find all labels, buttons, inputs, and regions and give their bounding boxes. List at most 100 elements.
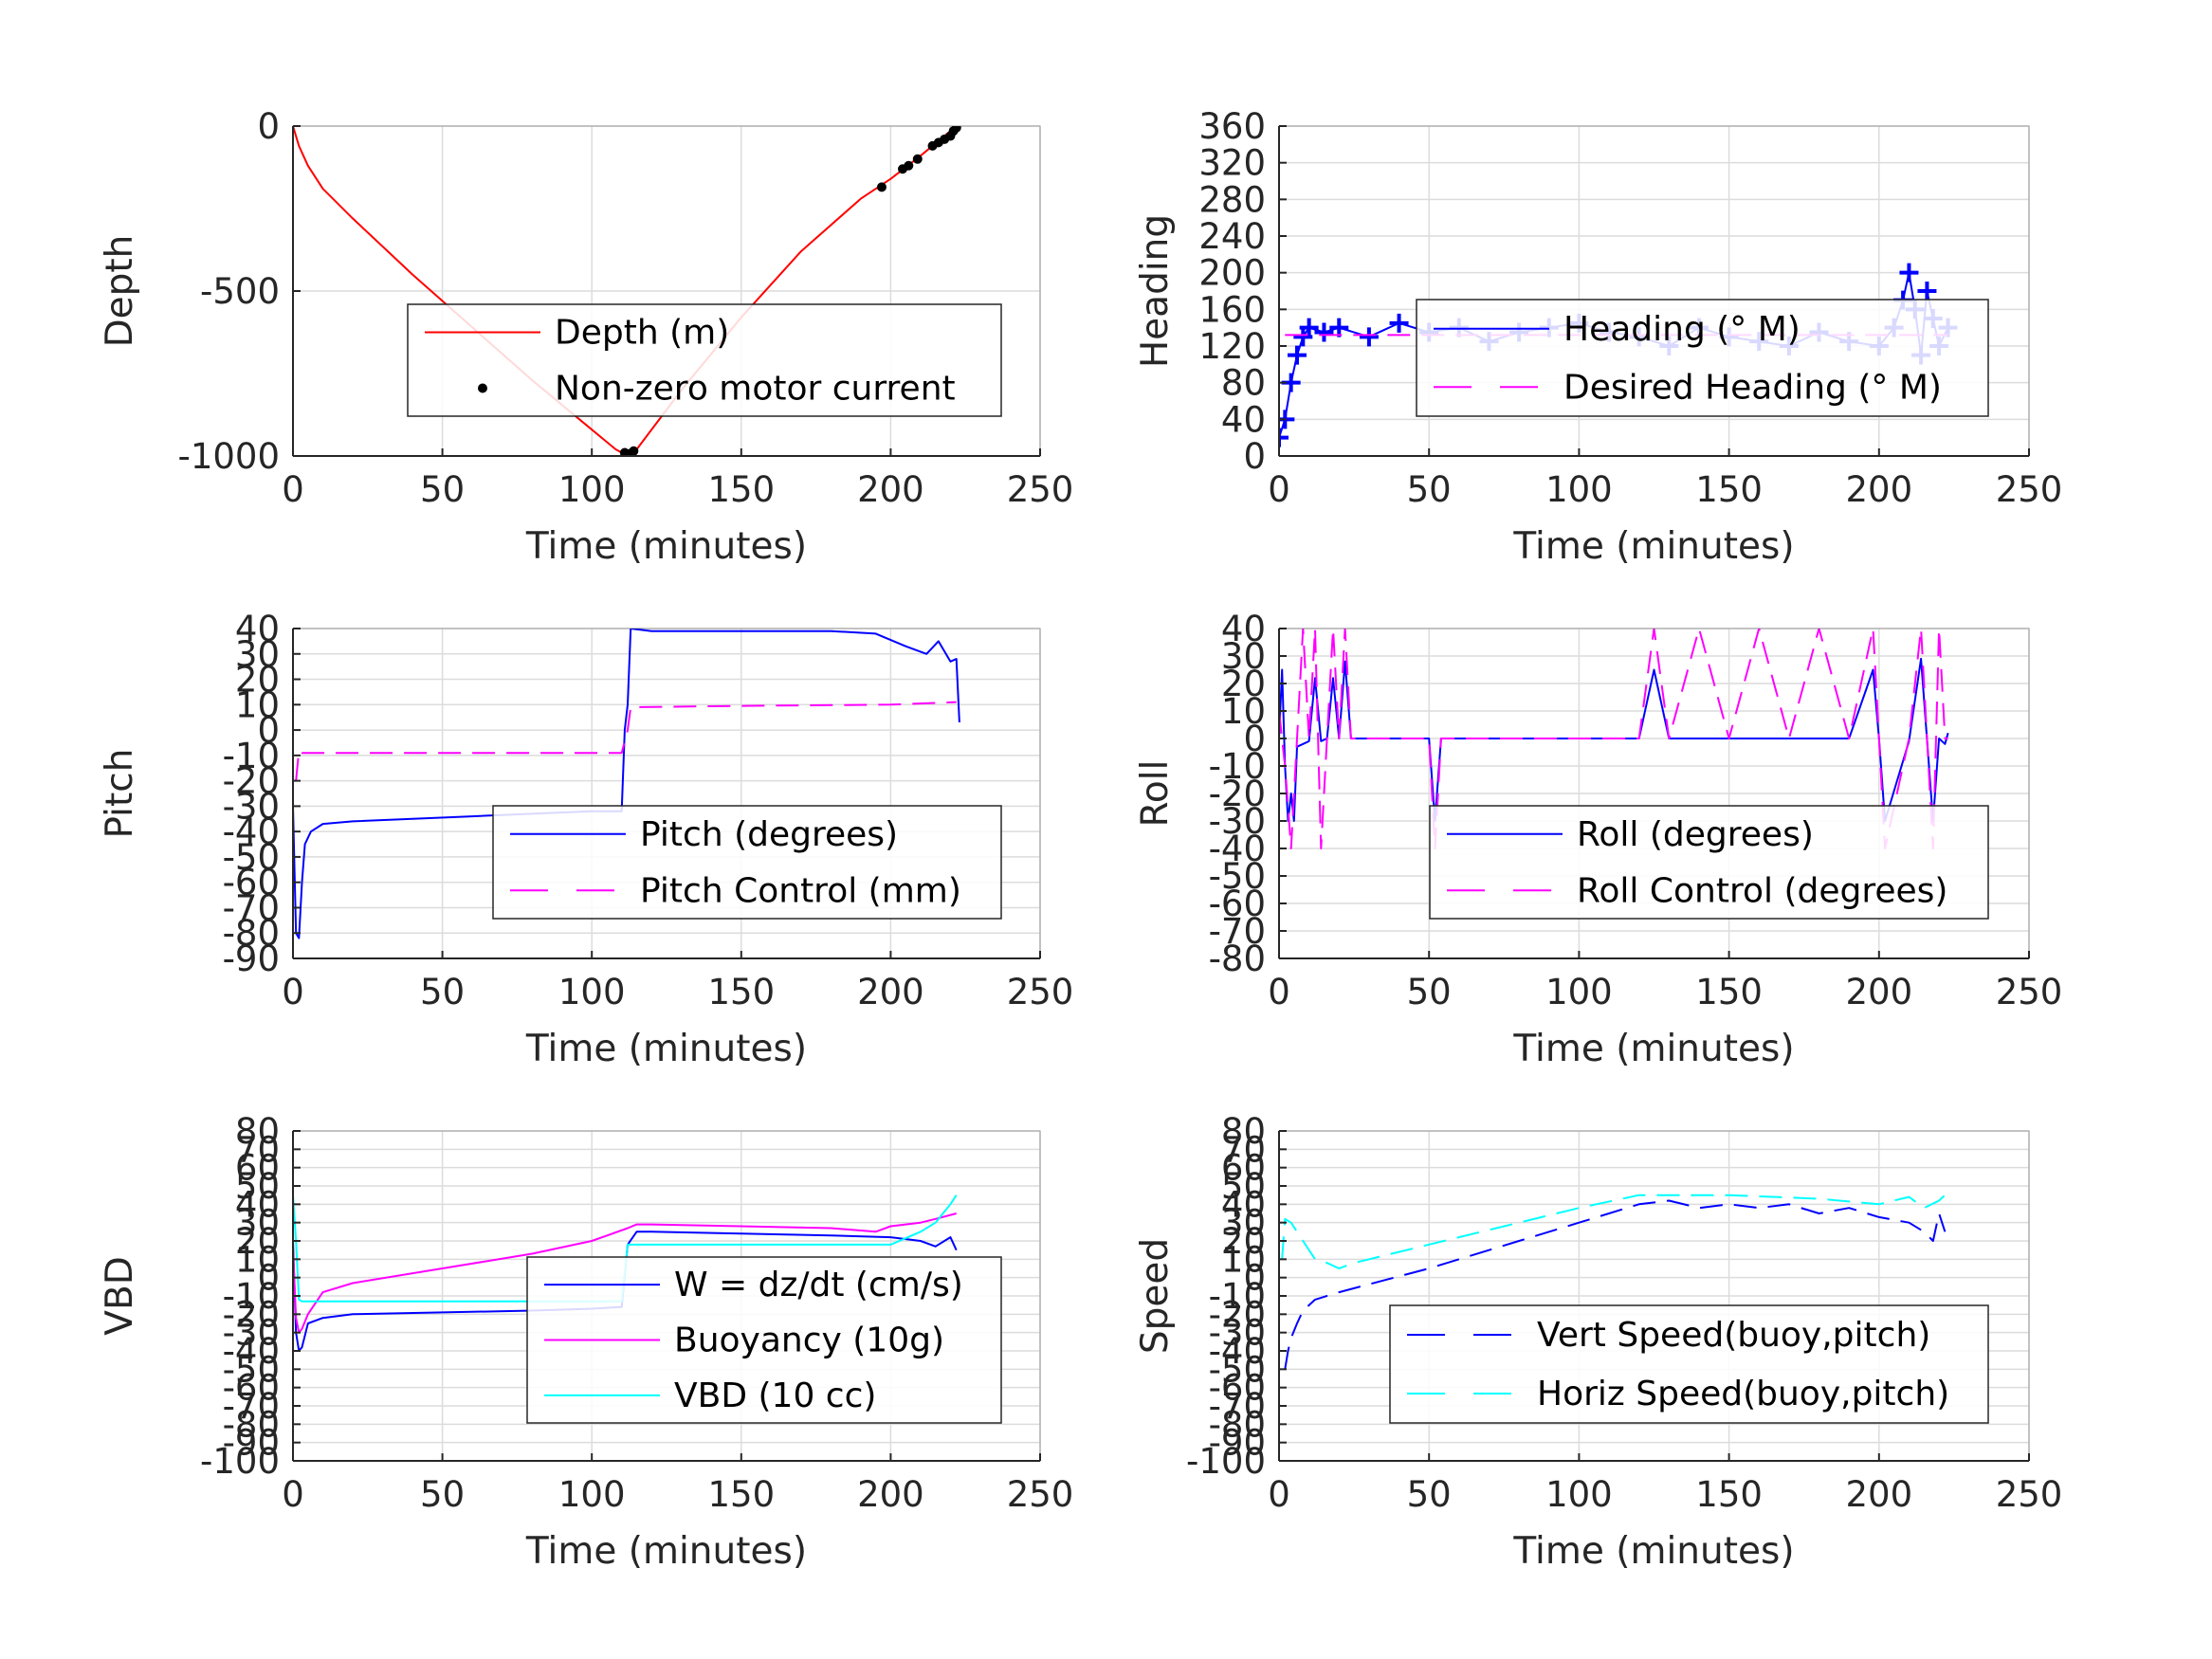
vbd-legend-label-1: Buoyancy (10g) — [674, 1322, 944, 1360]
heading-x-tick-label: 150 — [1695, 469, 1763, 510]
speed-y-tick-label: -60 — [1209, 1368, 1266, 1409]
depth-x-tick-label: 50 — [420, 469, 465, 510]
vbd-x-tick-label: 0 — [282, 1474, 304, 1515]
vbd-y-tick-label: -10 — [223, 1276, 280, 1317]
speed-y-tick-label: -100 — [1186, 1441, 1266, 1482]
speed-y-tick-label: 70 — [1221, 1129, 1266, 1170]
vbd-y-tick-label: -70 — [223, 1386, 280, 1427]
heading-legend-label-0: Heading (° M) — [1563, 310, 1801, 349]
pitch-y-tick-label: 10 — [235, 684, 280, 725]
heading-y-tick-label: 240 — [1198, 216, 1266, 257]
speed-x-tick-label: 200 — [1845, 1474, 1912, 1515]
depth-x-tick-label: 150 — [707, 469, 775, 510]
roll-legend-label-0: Roll (degrees) — [1577, 815, 1814, 854]
speed-x-tick-label: 250 — [1996, 1474, 2063, 1515]
vbd-chart: 0 50 100 150 200 250-100-90-80-70-60-50-40-30… — [99, 1111, 1073, 1573]
depth-series-1-point — [912, 154, 923, 164]
vbd-y-tick-label: -50 — [223, 1349, 280, 1390]
pitch-chart: 0 50 100 150 200 250-90-80-70-60-50-40-30-20-… — [99, 609, 1073, 1070]
speed-x-tick-label: 50 — [1407, 1474, 1452, 1515]
speed-series-1-line — [1281, 1194, 1947, 1269]
roll-x-label: Time (minutes) — [1512, 1028, 1794, 1070]
depth-y-label: Depth — [99, 235, 141, 348]
pitch-y-tick-label: 40 — [235, 609, 280, 649]
depth-legend: Depth (m) Non-zero motor current — [407, 303, 1002, 417]
depth-legend-swatch-1 — [478, 383, 487, 393]
heading-y-tick-label: 80 — [1221, 363, 1266, 404]
depth-x-label: Time (minutes) — [525, 525, 807, 568]
speed-y-tick-label: 10 — [1221, 1239, 1266, 1280]
vbd-y-tick-label: -90 — [223, 1423, 280, 1464]
heading-series-0-point — [1299, 318, 1319, 337]
speed-legend-box — [1389, 1304, 1989, 1424]
roll-y-label: Roll — [1134, 760, 1177, 828]
roll-x-tick-label: 200 — [1845, 972, 1912, 1012]
speed-legend-label-1: Horiz Speed(buoy,pitch) — [1537, 1375, 1949, 1413]
vbd-y-label: VBD — [99, 1256, 141, 1335]
depth-series-0-line — [293, 126, 958, 456]
vbd-y-tick-label: 20 — [235, 1221, 280, 1262]
heading-series-0-point — [1279, 428, 1289, 447]
speed-x-tick-label: 100 — [1545, 1474, 1613, 1515]
heading-legend-box — [1416, 299, 1989, 417]
pitch-x-tick-label: 0 — [282, 972, 304, 1012]
heading-y-tick-label: 320 — [1198, 143, 1266, 184]
roll-x-tick-label: 0 — [1268, 972, 1290, 1012]
heading-x-tick-label: 200 — [1845, 469, 1912, 510]
roll-y-tick-label: -20 — [1209, 774, 1266, 814]
speed-chart: 0 50 100 150 200 250-100-90-80-70-60-50-40-30… — [1134, 1111, 2062, 1573]
speed-y-tick-label: -90 — [1209, 1423, 1266, 1464]
roll-y-tick-label: -50 — [1209, 856, 1266, 897]
speed-series-0-line — [1284, 1199, 1947, 1370]
vbd-y-tick-label: -100 — [200, 1441, 280, 1482]
roll-y-tick-label: 20 — [1221, 664, 1266, 704]
vbd-x-label: Time (minutes) — [525, 1530, 807, 1573]
pitch-y-tick-label: -90 — [223, 939, 280, 979]
heading-x-tick-label: 250 — [1996, 469, 2063, 510]
pitch-x-tick-label: 100 — [558, 972, 626, 1012]
depth-y-tick-label: 0 — [257, 106, 280, 147]
roll-legend-box — [1429, 805, 1989, 920]
heading-y-tick-label: 200 — [1198, 253, 1266, 294]
pitch-y-tick-label: -20 — [223, 761, 280, 802]
pitch-y-tick-label: 30 — [235, 634, 280, 675]
pitch-legend-label-1: Pitch Control (mm) — [640, 871, 961, 910]
roll-y-tick-label: 0 — [1243, 719, 1266, 759]
pitch-y-label: Pitch — [99, 749, 141, 839]
vbd-y-tick-label: -60 — [223, 1368, 280, 1409]
pitch-y-tick-label: -80 — [223, 913, 280, 954]
pitch-x-tick-label: 50 — [420, 972, 465, 1012]
roll-y-tick-label: -10 — [1209, 746, 1266, 787]
speed-y-tick-label: 20 — [1221, 1221, 1266, 1262]
speed-y-label: Speed — [1134, 1238, 1177, 1354]
roll-y-tick-label: -70 — [1209, 911, 1266, 952]
heading-y-tick-label: 160 — [1198, 289, 1266, 330]
pitch-x-tick-label: 150 — [707, 972, 775, 1012]
vbd-x-tick-label: 100 — [558, 1474, 626, 1515]
speed-y-tick-label: -10 — [1209, 1276, 1266, 1317]
heading-y-tick-label: 40 — [1221, 399, 1266, 440]
pitch-y-tick-label: -60 — [223, 863, 280, 903]
pitch-y-tick-label: -70 — [223, 887, 280, 928]
heading-x-tick-label: 100 — [1545, 469, 1613, 510]
vbd-y-tick-label: -40 — [223, 1331, 280, 1372]
vbd-legend-label-0: W = dz/dt (cm/s) — [674, 1266, 963, 1304]
vbd-y-tick-label: 30 — [235, 1203, 280, 1244]
heading-y-tick-label: 280 — [1198, 179, 1266, 220]
depth-legend-label-1: Non-zero motor current — [555, 370, 956, 409]
pitch-series-0-line — [293, 629, 960, 939]
heading-legend-label-1: Desired Heading (° M) — [1563, 368, 1942, 407]
pitch-series-group — [293, 629, 960, 939]
heading-series-0-point — [1917, 282, 1937, 301]
depth-legend-box — [407, 303, 1002, 417]
pitch-x-tick-label: 200 — [857, 972, 924, 1012]
roll-chart: 0 50 100 150 200 250-80-70-60-50-40-30-20-100… — [1134, 609, 2062, 1070]
vbd-series-1-line — [293, 1212, 957, 1334]
vbd-x-tick-label: 200 — [857, 1474, 924, 1515]
vbd-y-tick-label: 80 — [235, 1111, 280, 1152]
pitch-y-tick-label: -40 — [223, 811, 280, 852]
heading-y-tick-label: 360 — [1198, 106, 1266, 147]
roll-legend: Roll (degrees) Roll Control (degrees) — [1429, 805, 1989, 920]
speed-y-tick-label: 60 — [1221, 1148, 1266, 1189]
